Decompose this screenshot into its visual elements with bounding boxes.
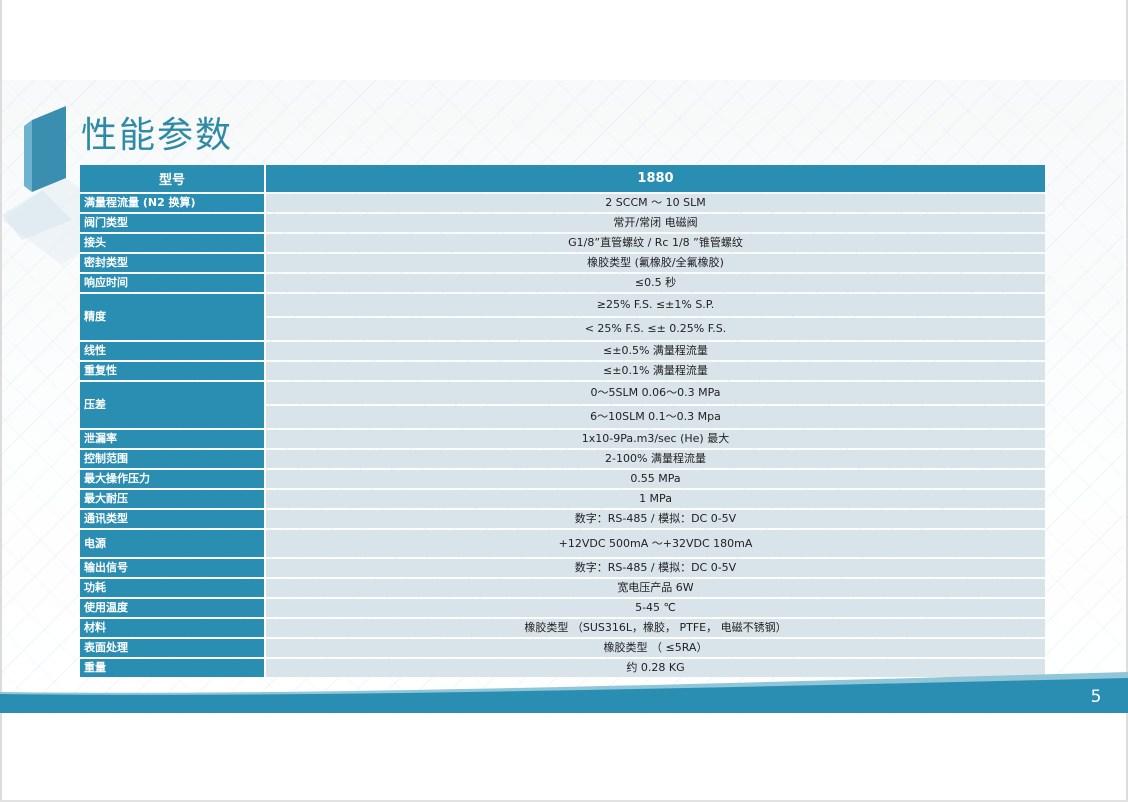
table-row: 输出信号 数字：RS-485 / 模拟：DC 0-5V [80,559,1045,577]
spec-value: < 25% F.S. ≤± 0.25% F.S. [266,318,1045,340]
spec-label: 泄漏率 [80,430,266,448]
page-right-edge [1126,0,1128,802]
spec-label: 控制范围 [80,450,266,468]
spec-value: 常开/常闭 电磁阀 [266,214,1045,232]
table-row: 压差 0～5SLM 0.06～0.3 MPa [80,382,1045,428]
spec-label: 使用温度 [80,599,266,617]
spec-table-body: 满量程流量 (N2 换算) 2 SCCM ～ 10 SLM 阀门类型 常开/常闭 电磁… [80,194,1045,677]
page-number: 5 [1090,687,1102,707]
table-row: 使用温度 5-45 ℃ [80,599,1045,617]
spec-label: 线性 [80,342,266,360]
spec-value: 1 MPa [266,490,1045,508]
table-row: 接头 G1/8”直管螺纹 / Rc 1/8 ”锥管螺纹 [80,234,1045,252]
spec-label: 最大耐压 [80,490,266,508]
table-header-row: 型号 1880 [80,165,1045,192]
spec-value: 5-45 ℃ [266,599,1045,617]
table-row: 重量约 0.28 KG [80,659,1045,677]
spec-value: 橡胶类型 (氟橡胶/全氟橡胶) [266,254,1045,272]
table-row: 精度 ≥25% F.S. ≤±1% S.P. [80,294,1045,340]
spec-label: 通讯类型 [80,510,266,528]
spec-label: 响应时间 [80,274,266,292]
table-row: 重复性 ≤±0.1% 满量程流量 [80,362,1045,380]
spec-value: 数字：RS-485 / 模拟：DC 0-5V [266,510,1045,528]
table-row: 控制范围 2-100% 满量程流量 [80,450,1045,468]
spec-label: 输出信号 [80,559,266,577]
spec-value: 0～5SLM 0.06～0.3 MPa [266,382,1045,404]
spec-value: ≤0.5 秒 [266,274,1045,292]
table-row: 线性 ≤±0.5% 满量程流量 [80,342,1045,360]
spec-label: 接头 [80,234,266,252]
spec-value: 橡胶类型 （SUS316L，橡胶， PTFE， 电磁不锈钢） [266,619,1045,637]
spec-value: ≤±0.5% 满量程流量 [266,342,1045,360]
table-row: 表面处理 橡胶类型 （ ≤5RA） [80,639,1045,657]
bottom-band [0,672,1128,713]
table-row: 响应时间 ≤0.5 秒 [80,274,1045,292]
spec-value: 2 SCCM ～ 10 SLM [266,194,1045,212]
spec-label: 功耗 [80,579,266,597]
spec-label: 重复性 [80,362,266,380]
spec-value: G1/8”直管螺纹 / Rc 1/8 ”锥管螺纹 [266,234,1045,252]
header-model-label: 型号 [80,165,266,192]
spec-value: 数字：RS-485 / 模拟：DC 0-5V [266,559,1045,577]
spec-value: +12VDC 500mA ～+32VDC 180mA [266,530,1045,557]
spec-label: 表面处理 [80,639,266,657]
table-row: 泄漏率 1x10-9Pa.m3/sec (He) 最大 [80,430,1045,448]
spec-label: 压差 [80,382,266,428]
spec-label: 密封类型 [80,254,266,272]
table-row: 满量程流量 (N2 换算) 2 SCCM ～ 10 SLM [80,194,1045,212]
spec-label: 电源 [80,530,266,557]
header-model-value: 1880 [266,165,1045,192]
table-row: 阀门类型 常开/常闭 电磁阀 [80,214,1045,232]
page-bottom-edge [0,800,1128,802]
table-row: 6～10SLM 0.1～0.3 Mpa [80,406,1045,428]
spec-value: 6～10SLM 0.1～0.3 Mpa [266,406,1045,428]
spec-value: 橡胶类型 （ ≤5RA） [266,639,1045,657]
table-row: 最大操作压力 0.55 MPa [80,470,1045,488]
spec-value: 0.55 MPa [266,470,1045,488]
table-row: 电源 +12VDC 500mA ～+32VDC 180mA [80,530,1045,557]
spec-label: 满量程流量 (N2 换算) [80,194,266,212]
spec-label: 阀门类型 [80,214,266,232]
title-accent-tab [24,106,66,192]
table-row: 通讯类型 数字：RS-485 / 模拟：DC 0-5V [80,510,1045,528]
spec-label: 最大操作压力 [80,470,266,488]
spec-value: 约 0.28 KG [266,659,1045,677]
table-row: 最大耐压 1 MPa [80,490,1045,508]
spec-value: ≤±0.1% 满量程流量 [266,362,1045,380]
spec-value: 宽电压产品 6W [266,579,1045,597]
spec-label: 材料 [80,619,266,637]
spec-value: 2-100% 满量程流量 [266,450,1045,468]
table-row: 功耗 宽电压产品 6W [80,579,1045,597]
table-row: 密封类型 橡胶类型 (氟橡胶/全氟橡胶) [80,254,1045,272]
spec-label: 重量 [80,659,266,677]
spec-value: 1x10-9Pa.m3/sec (He) 最大 [266,430,1045,448]
spec-label: 精度 [80,294,266,340]
spec-value: ≥25% F.S. ≤±1% S.P. [266,294,1045,316]
table-row: 材料 橡胶类型 （SUS316L，橡胶， PTFE， 电磁不锈钢） [80,619,1045,637]
table-row: < 25% F.S. ≤± 0.25% F.S. [80,318,1045,340]
page-left-edge [0,0,2,802]
page-title: 性能参数 [81,115,234,156]
spec-table: 型号 1880 满量程流量 (N2 换算) 2 SCCM ～ 10 SLM 阀门类型… [80,163,1045,679]
